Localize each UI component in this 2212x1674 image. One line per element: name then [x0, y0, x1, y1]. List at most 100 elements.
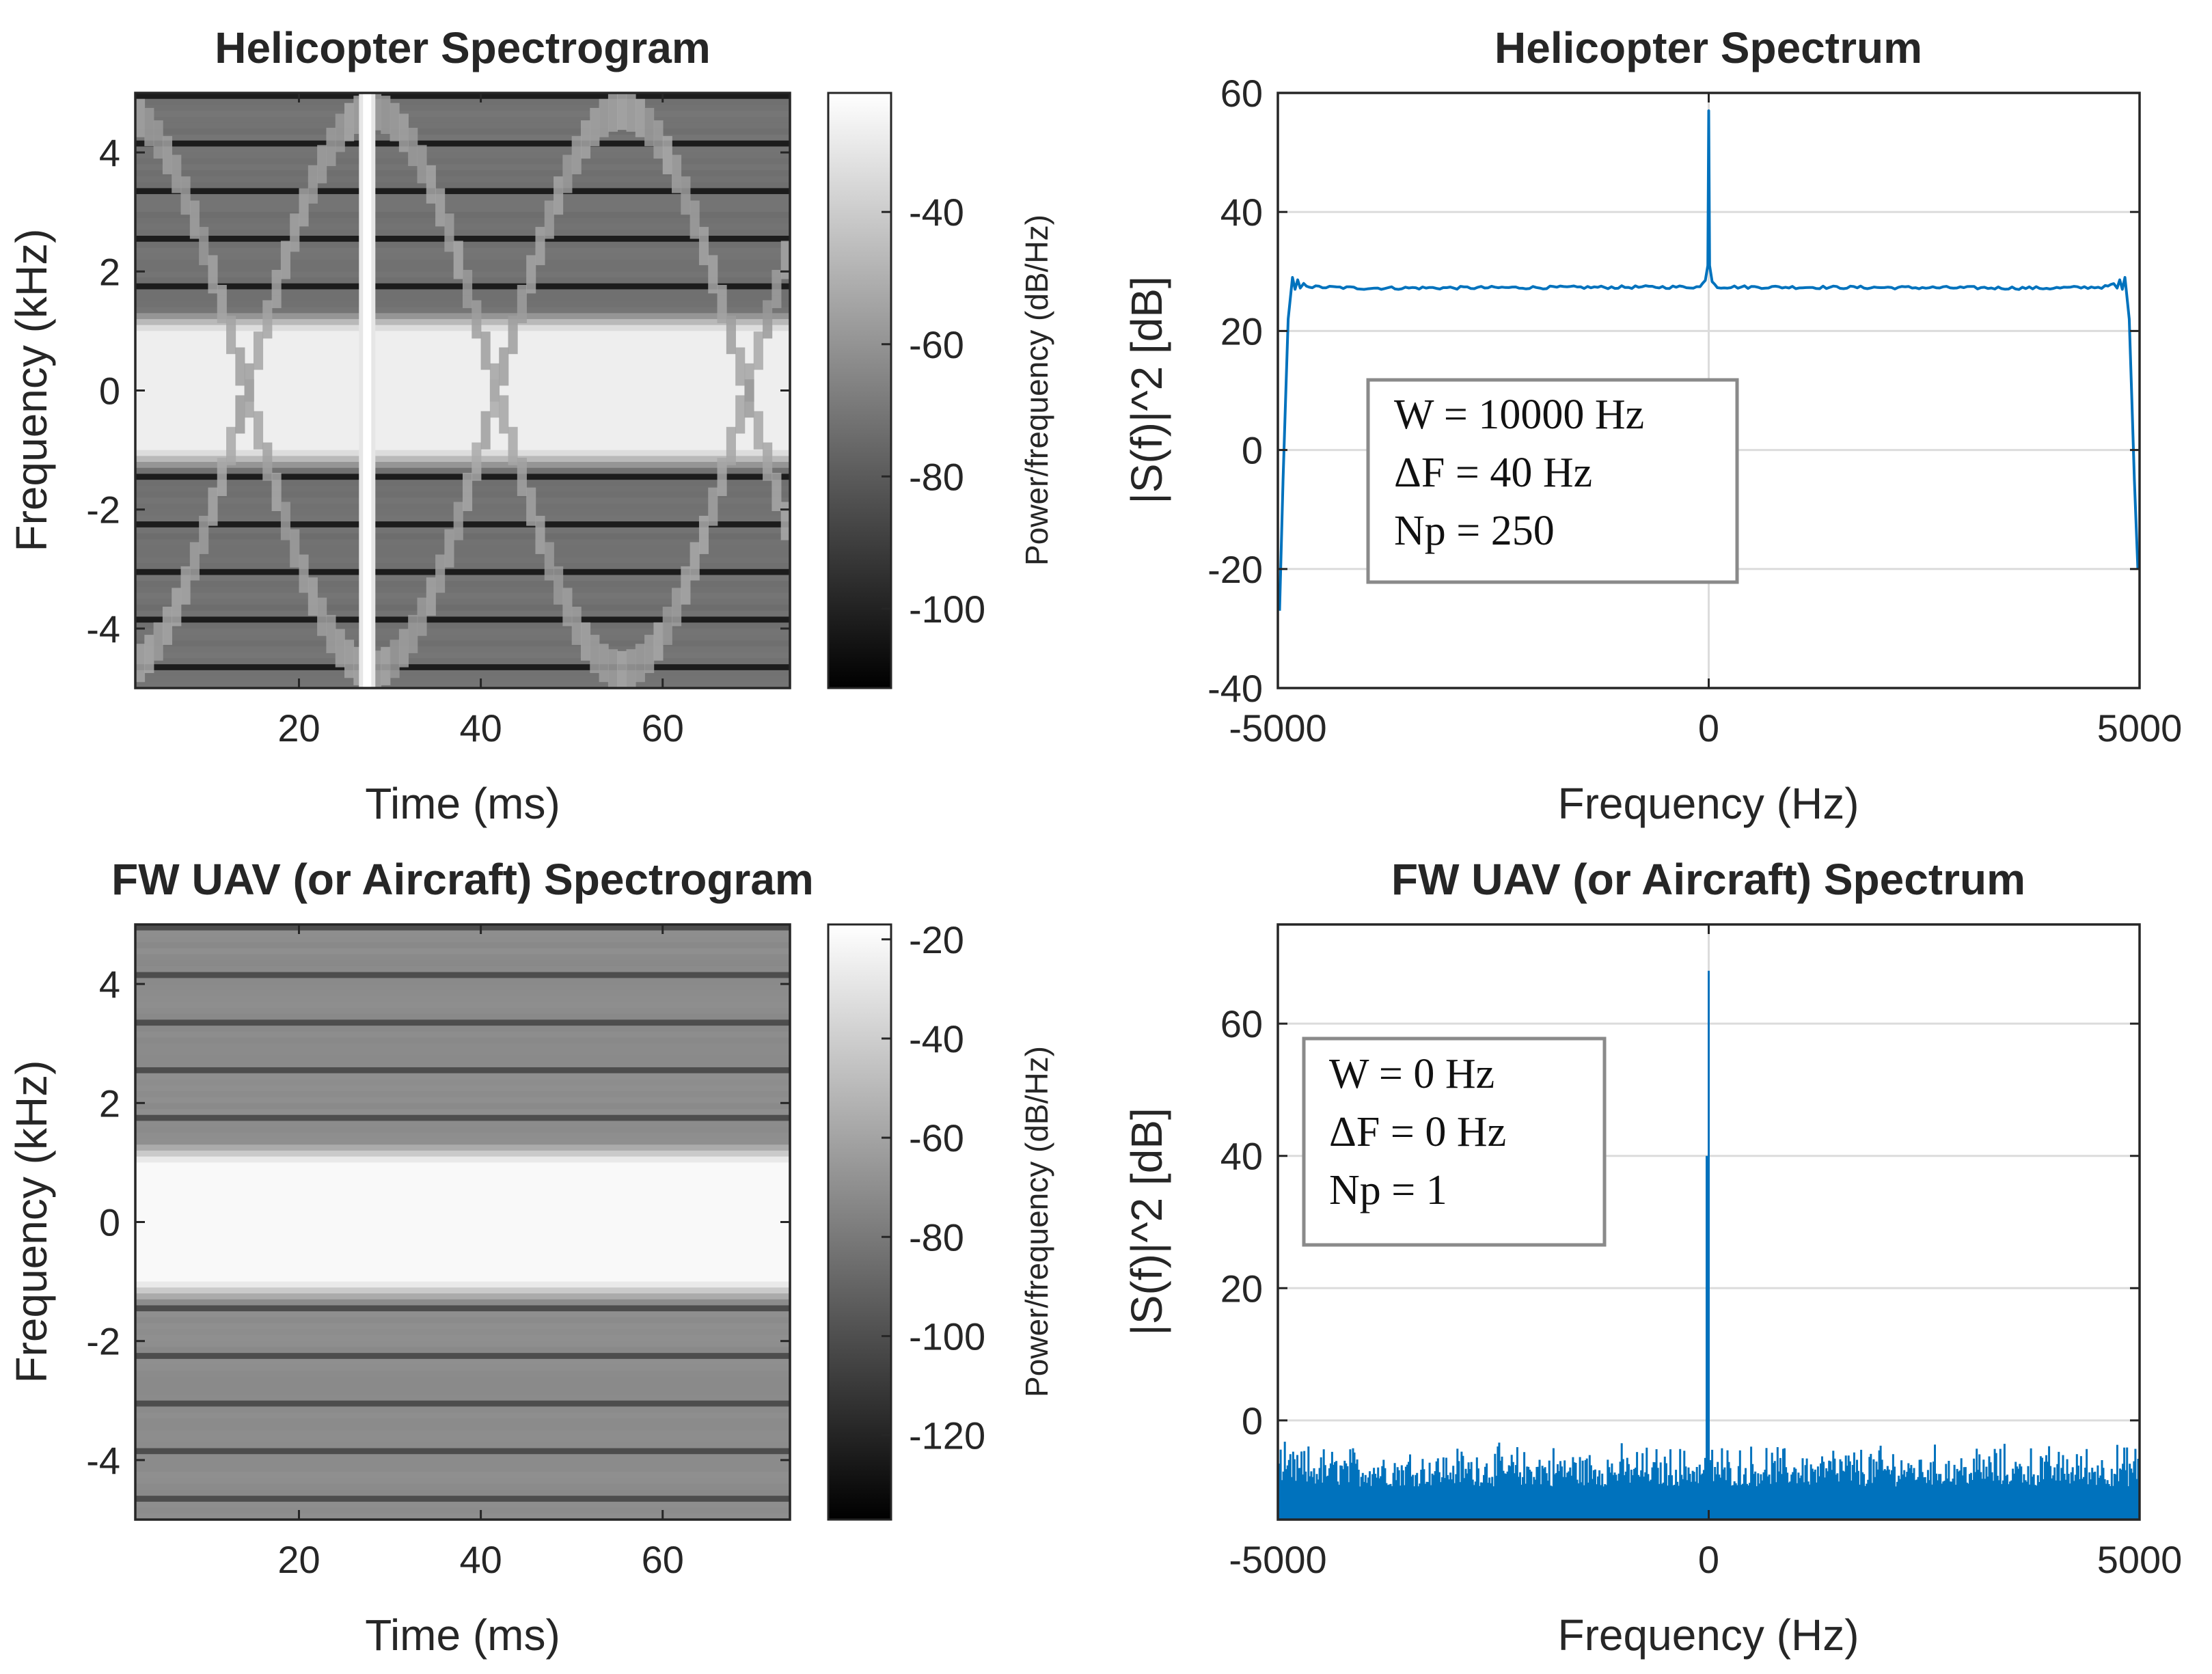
- spectrogram-row: [135, 1323, 790, 1330]
- spectrogram-envelope-cell: [562, 154, 573, 193]
- spectrogram-row: [135, 1085, 790, 1092]
- spectrogram-row: [135, 443, 790, 451]
- y-tick-label: -40: [1207, 667, 1263, 710]
- spectrogram-envelope-cell: [235, 347, 245, 386]
- spectrogram-row: [135, 1459, 790, 1467]
- spectrogram-envelope-cell: [517, 458, 527, 497]
- spectrogram-row: [135, 682, 790, 688]
- heli-spectrum-title: Helicopter Spectrum: [1494, 23, 1922, 72]
- spectrogram-row: [135, 1275, 790, 1282]
- spectrogram-envelope-cell: [153, 120, 163, 159]
- spectrogram-row: [135, 1138, 790, 1146]
- spectrogram-row: [135, 1037, 790, 1044]
- spectrogram-row: [135, 467, 790, 475]
- y-tick-label: 20: [1220, 310, 1263, 353]
- spectrogram-row: [135, 384, 790, 392]
- spectrogram-row: [135, 1501, 790, 1509]
- spectrogram-envelope-cell: [535, 515, 545, 554]
- spectrogram-row: [135, 438, 790, 445]
- spectrogram-row: [135, 1079, 790, 1086]
- spectrogram-row: [135, 1424, 790, 1431]
- spectrogram-envelope-cell: [335, 113, 345, 152]
- spectrogram-row: [135, 450, 790, 457]
- spectrogram-row: [135, 1406, 790, 1414]
- spectrogram-envelope-cell: [726, 426, 736, 465]
- spectrogram-envelope-cell: [717, 458, 727, 497]
- fw-spectrum-line: [1278, 970, 2140, 1520]
- spectrogram-envelope-cell: [335, 629, 345, 668]
- spectrogram-envelope-cell: [144, 635, 154, 674]
- spectrogram-row: [135, 348, 790, 356]
- spectrogram-row: [135, 212, 790, 219]
- spectrogram-envelope-cell: [626, 93, 636, 132]
- spectrogram-row: [135, 1478, 790, 1485]
- spectrogram-row: [135, 1132, 790, 1140]
- spectrogram-row: [135, 1049, 790, 1056]
- spectrogram-row: [135, 313, 790, 320]
- spectrogram-row: [135, 581, 790, 588]
- spectrogram-row: [135, 1103, 790, 1110]
- spectrogram-envelope-cell: [226, 426, 236, 465]
- fw-colorbar: [827, 923, 892, 1521]
- spectrogram-envelope-cell: [326, 614, 336, 653]
- y-tick-label: 2: [99, 250, 120, 293]
- y-tick-label: 0: [1242, 1399, 1263, 1442]
- spectrogram-row: [135, 996, 790, 1003]
- spectrogram-envelope-cell: [262, 442, 273, 481]
- spectrogram-row: [135, 366, 790, 374]
- spectrogram-row: [135, 426, 790, 433]
- spectrogram-row: [135, 1198, 790, 1205]
- spectrogram-envelope-cell: [562, 588, 573, 627]
- spectrogram-envelope-cell: [280, 241, 290, 279]
- colorbar-tick-label: -20: [909, 918, 964, 961]
- spectrogram-row: [135, 616, 790, 623]
- spectrogram-envelope-cell: [417, 145, 427, 184]
- spectrogram-row: [135, 1353, 790, 1360]
- spectrogram-row: [135, 372, 790, 379]
- spectrogram-row: [135, 592, 790, 600]
- spectrogram-envelope-cell: [398, 113, 409, 152]
- spectrogram-row: [135, 1055, 790, 1062]
- spectrogram-row: [135, 1150, 790, 1157]
- spectrogram-envelope-cell: [544, 200, 554, 239]
- spectrogram-envelope-cell: [226, 316, 236, 355]
- spectrogram-envelope-cell: [689, 200, 700, 239]
- spectrogram-envelope-cell: [208, 255, 218, 294]
- x-tick-label: 40: [459, 1538, 502, 1581]
- spectrogram-row: [135, 1317, 790, 1324]
- spectrogram-envelope-cell: [526, 487, 536, 526]
- heli-spectrogram-xlabel: Time (ms): [365, 779, 560, 828]
- spectrogram-row: [135, 1252, 790, 1259]
- spectrogram-envelope-cell: [189, 200, 200, 239]
- spectrogram-row: [135, 1026, 790, 1032]
- y-tick-label: 0: [1242, 429, 1263, 472]
- heli-spectrum-ylabel: |S(f)|^2 [dB]: [1122, 276, 1171, 504]
- spectrogram-envelope-cell: [772, 473, 782, 512]
- spectrogram-row: [135, 965, 790, 973]
- y-tick-label: 4: [99, 963, 120, 1006]
- spectrogram-row: [135, 924, 790, 931]
- spectrogram-row: [135, 105, 790, 111]
- spectrogram-envelope-cell: [517, 284, 527, 323]
- spectrogram-envelope-cell: [617, 650, 627, 688]
- spectrogram-envelope-cell: [390, 102, 400, 141]
- spectrogram-row: [135, 1263, 790, 1270]
- spectrogram-row: [135, 116, 790, 124]
- fw-spectrogram-xlabel: Time (ms): [365, 1610, 560, 1660]
- spectrogram-envelope-cell: [344, 640, 355, 678]
- spectrogram-envelope-cell: [726, 316, 736, 355]
- spectrogram-envelope-cell: [772, 269, 782, 308]
- spectrogram-row: [135, 170, 790, 177]
- spectrogram-row: [135, 1496, 790, 1503]
- spectrogram-row: [135, 948, 790, 955]
- spectrogram-row: [135, 331, 790, 338]
- spectrogram-envelope-cell: [444, 213, 454, 252]
- spectrogram-envelope-cell: [644, 107, 655, 146]
- fw-spectrum-panel: FW UAV (or Aircraft) Spectrum -5000 0 5000…: [1122, 855, 2182, 1660]
- spectrogram-row: [135, 568, 790, 576]
- colorbar-tick-label: -80: [909, 1216, 964, 1259]
- spectrogram-row: [135, 1490, 790, 1496]
- spectrogram-row: [135, 230, 790, 236]
- y-tick-label: 60: [1220, 1002, 1263, 1045]
- spectrogram-envelope-cell: [554, 176, 564, 215]
